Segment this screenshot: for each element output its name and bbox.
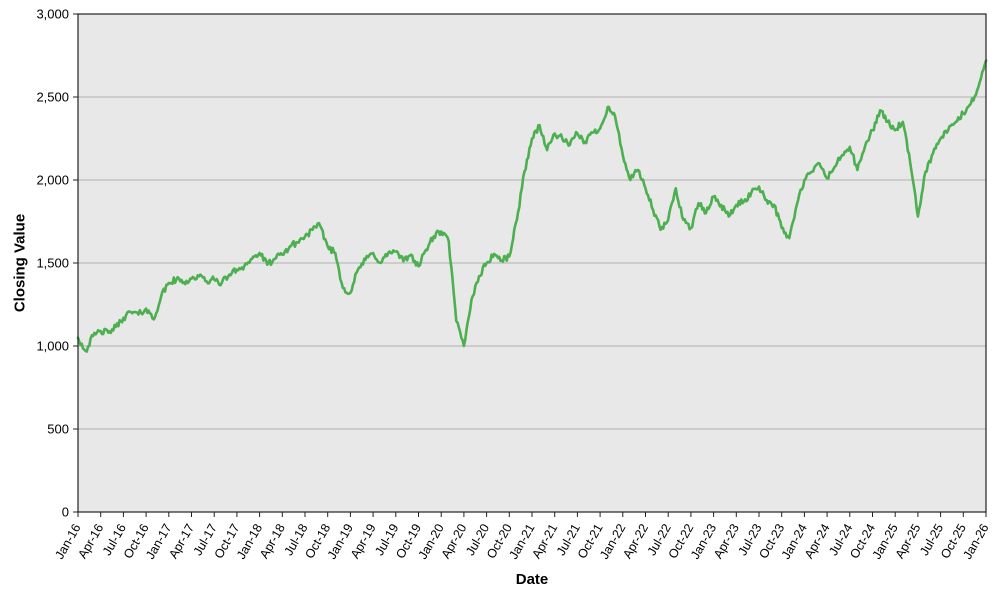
x-axis-title: Date — [515, 571, 549, 588]
y-tick-label: 1,000 — [36, 339, 69, 354]
y-tick-label: 3,000 — [36, 7, 69, 22]
plot-border — [77, 13, 987, 513]
y-tick-label: 2,000 — [36, 173, 69, 188]
closing-value-line — [76, 59, 988, 353]
y-tick-label: 0 — [62, 505, 69, 520]
y-axis-title: Closing Value — [11, 213, 29, 313]
y-tick-label: 1,500 — [36, 256, 69, 271]
y-tick-label: 2,500 — [36, 90, 69, 105]
y-tick-label: 500 — [47, 422, 69, 437]
